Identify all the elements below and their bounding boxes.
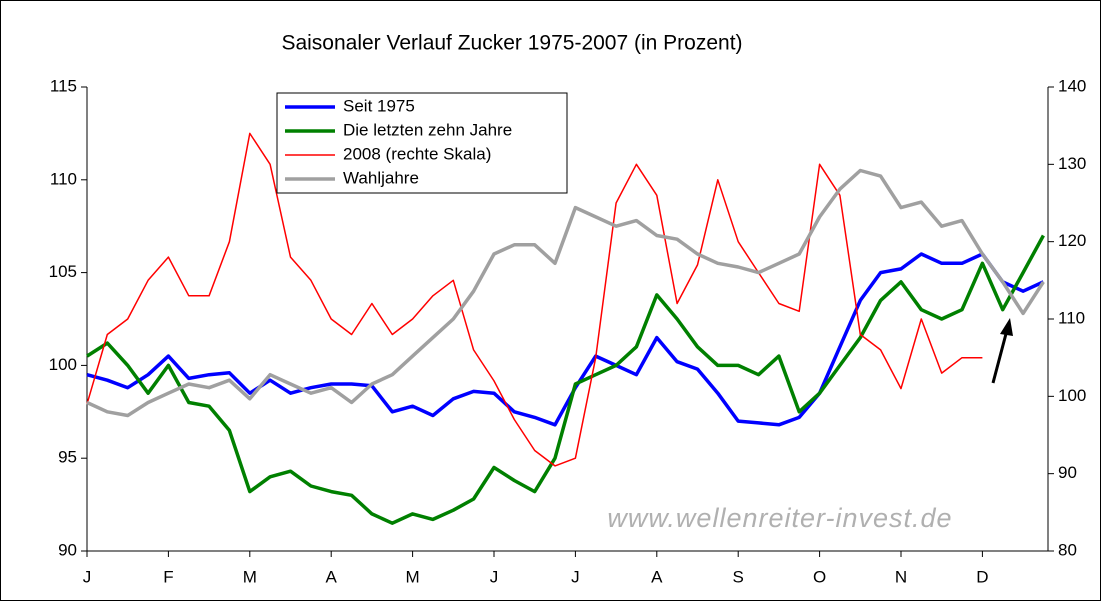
y-tick-label: 115 bbox=[50, 76, 77, 95]
x-tick-label: D bbox=[976, 567, 988, 586]
y-tick-label: 90 bbox=[58, 540, 77, 559]
x-tick-label: J bbox=[83, 567, 92, 586]
legend-label: 2008 (rechte Skala) bbox=[343, 144, 491, 163]
y-tick-label: 110 bbox=[50, 169, 77, 188]
y-tick-label: 100 bbox=[49, 355, 77, 374]
x-tick-label: M bbox=[406, 567, 420, 586]
x-tick-label: J bbox=[490, 567, 499, 586]
x-tick-label: S bbox=[733, 567, 744, 586]
chart-title: Saisonaler Verlauf Zucker 1975-2007 (in … bbox=[281, 32, 742, 55]
series-line bbox=[86, 132, 983, 467]
y2-tick-label: 110 bbox=[1058, 308, 1085, 327]
x-tick-label: A bbox=[651, 567, 663, 586]
arrow-shaft bbox=[991, 329, 1009, 384]
series-line bbox=[86, 234, 1045, 525]
legend-label: Seit 1975 bbox=[343, 96, 415, 115]
y2-tick-label: 130 bbox=[1058, 154, 1086, 173]
y-tick-label: 105 bbox=[49, 262, 77, 281]
y2-tick-label: 120 bbox=[1058, 231, 1086, 250]
legend-label: Die letzten zehn Jahre bbox=[343, 120, 512, 139]
watermark: www.wellenreiter-invest.de bbox=[607, 503, 952, 533]
x-tick-label: A bbox=[326, 567, 338, 586]
x-tick-label: M bbox=[243, 567, 257, 586]
x-tick-label: F bbox=[163, 567, 173, 586]
legend-label: Wahljahre bbox=[343, 168, 419, 187]
y2-tick-label: 80 bbox=[1058, 540, 1077, 559]
arrow bbox=[991, 318, 1013, 384]
series-line bbox=[86, 252, 1045, 427]
x-tick-label: J bbox=[571, 567, 580, 586]
x-tick-label: O bbox=[813, 567, 826, 586]
legend-box bbox=[276, 92, 568, 194]
series-line bbox=[86, 168, 1045, 418]
y2-tick-label: 100 bbox=[1058, 386, 1086, 405]
x-tick-label: N bbox=[895, 567, 907, 586]
legend: Seit 1975 Die letzten zehn Jahre 2008 (rec… bbox=[276, 92, 568, 194]
arrow-head bbox=[1000, 318, 1013, 336]
y2-tick-label: 90 bbox=[1058, 463, 1077, 482]
y2-tick-label: 140 bbox=[1058, 76, 1086, 95]
y-tick-label: 95 bbox=[58, 448, 77, 467]
